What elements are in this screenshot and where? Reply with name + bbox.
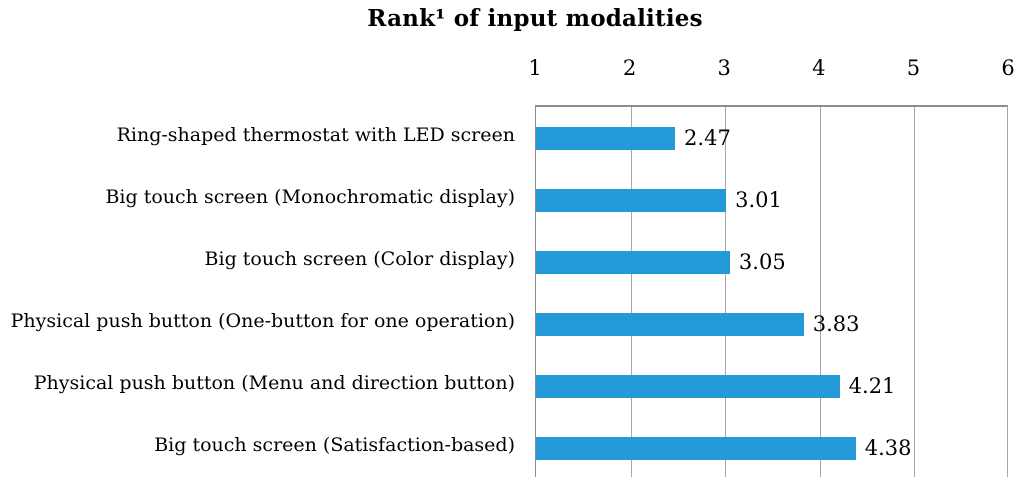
- gridline: [914, 107, 916, 477]
- category-label: Physical push button (Menu and direction…: [33, 372, 515, 395]
- bar-value-label: 3.01: [735, 188, 782, 212]
- category-label: Big touch screen (Monochromatic display): [105, 186, 515, 209]
- x-tick-label: 4: [812, 56, 826, 80]
- x-tick-label: 5: [906, 56, 921, 80]
- bar: [536, 126, 676, 150]
- category-row: Physical push button (Menu and direction…: [0, 353, 515, 415]
- category-row: Physical push button (One-button for one…: [0, 291, 515, 353]
- plot-area: 2.47 3.01 3.05 3.83 4.21 4.38: [535, 105, 1008, 477]
- category-row: Big touch screen (Satisfaction-based): [0, 415, 515, 477]
- category-row: Big touch screen (Monochromatic display): [0, 167, 515, 229]
- category-label: Big touch screen (Satisfaction-based): [154, 434, 515, 457]
- bar: [536, 312, 804, 336]
- category-label: Physical push button (One-button for one…: [10, 310, 515, 333]
- bar: [536, 188, 727, 212]
- category-label: Ring-shaped thermostat with LED screen: [116, 124, 515, 147]
- bar: [536, 374, 840, 398]
- chart-title: Rank¹ of input modalities: [367, 5, 703, 32]
- x-tick-label: 2: [622, 56, 637, 80]
- category-label: Big touch screen (Color display): [204, 248, 515, 271]
- bar-value-label: 2.47: [684, 126, 731, 150]
- bar-value-label: 3.83: [812, 312, 860, 336]
- category-row: Ring-shaped thermostat with LED screen: [0, 105, 515, 167]
- bar-value-label: 3.05: [738, 250, 786, 274]
- bar-value-label: 4.38: [864, 436, 912, 460]
- bar: [536, 250, 730, 274]
- bar-value-label: 4.21: [848, 374, 896, 398]
- gridline: [725, 107, 727, 477]
- category-row: Big touch screen (Color display): [0, 229, 515, 291]
- gridline: [819, 107, 821, 477]
- x-tick-label: 1: [528, 56, 542, 80]
- x-tick-label: 3: [717, 56, 731, 80]
- gridline: [630, 107, 632, 477]
- x-tick-label: 6: [1001, 56, 1015, 80]
- bar: [536, 436, 856, 460]
